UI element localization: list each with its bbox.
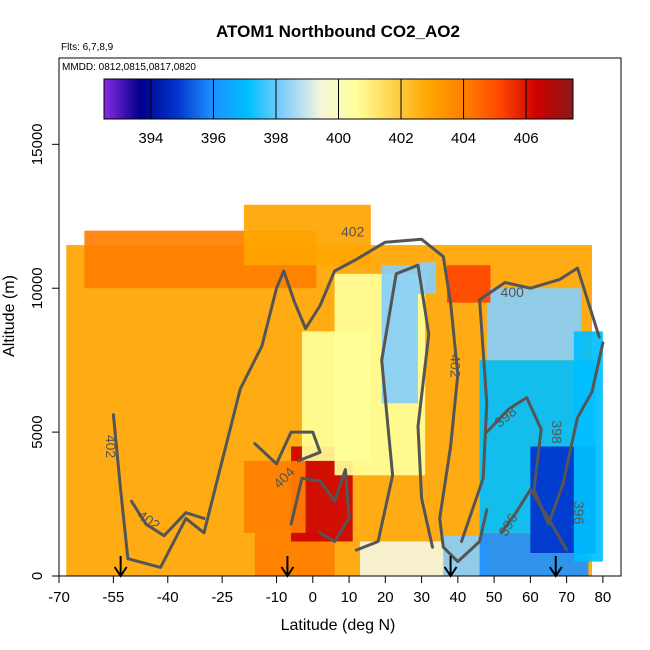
heatmap-layer xyxy=(66,204,603,577)
y-tick-label-2: 10000 xyxy=(29,267,46,309)
colorbar-tick-label-4: 402 xyxy=(389,130,414,147)
colorbar-ticks: 394 396 398 400 402 404 406 xyxy=(138,79,539,147)
contour-label-2: 402 xyxy=(341,223,365,239)
x-tick-label-5: 0 xyxy=(309,589,317,606)
colorbar: 394 396 398 400 402 404 406 xyxy=(103,78,574,147)
y-tick-label-0: 0 xyxy=(29,572,46,580)
contour-label-9: 396 xyxy=(571,501,587,525)
y-tick-label-3: 15000 xyxy=(29,123,46,165)
arrow-layer xyxy=(113,556,563,578)
contour-label-0: 402 xyxy=(103,435,119,459)
x-tick-label-2: -40 xyxy=(157,589,179,606)
x-tick-label-9: 40 xyxy=(449,589,466,606)
contour-line-402-7 xyxy=(253,430,322,466)
contour-line-404-6 xyxy=(289,468,351,543)
heatmap-cell-5 xyxy=(243,460,306,533)
colorbar-tick-label-2: 398 xyxy=(263,130,288,147)
contour-label-6: 398 xyxy=(549,420,565,444)
heatmap-cell-8 xyxy=(381,265,418,404)
heatmap-cell-9 xyxy=(359,541,444,576)
contour-label-3: 402 xyxy=(448,354,464,378)
y-axis-label: Altitude (m) xyxy=(1,275,18,357)
colorbar-tick-label-6: 406 xyxy=(514,130,539,147)
y-tick-label-1: 5000 xyxy=(29,415,46,448)
colorbar-tick-label-5: 404 xyxy=(451,130,476,147)
chart-title: ATOM1 Northbound CO2_AO2 xyxy=(216,22,460,41)
x-axis-label: Latitude (deg N) xyxy=(281,617,396,634)
contour-line-402-1 xyxy=(130,499,206,538)
x-tick-label-11: 60 xyxy=(522,589,539,606)
x-tick-label-1: -55 xyxy=(103,589,125,606)
x-tick-label-0: -70 xyxy=(48,589,70,606)
x-tick-label-4: -10 xyxy=(266,589,288,606)
contour-label-4: 400 xyxy=(501,284,525,300)
y-axis: 0 5000 10000 15000 xyxy=(29,123,59,580)
contour-line-396-5 xyxy=(499,488,569,552)
contour-line-400-3 xyxy=(460,266,601,543)
colorbar-tick-label-1: 396 xyxy=(201,130,226,147)
contour-line-400-2 xyxy=(354,263,434,552)
x-tick-label-8: 30 xyxy=(413,589,430,606)
contour-line-402-0 xyxy=(111,237,489,569)
contour-layer xyxy=(111,237,605,569)
x-tick-label-13: 80 xyxy=(595,589,612,606)
x-tick-label-10: 50 xyxy=(486,589,503,606)
colorbar-tick-label-0: 394 xyxy=(138,130,163,147)
x-tick-label-3: -25 xyxy=(211,589,233,606)
heatmap-cell-13 xyxy=(486,288,582,361)
colorbar-tick-label-3: 400 xyxy=(326,130,351,147)
heatmap-cell-2 xyxy=(243,204,371,266)
dates-note: MMDD: 0812,0815,0817,0820 xyxy=(62,62,196,73)
plot-frame xyxy=(58,57,622,577)
x-tick-label-6: 10 xyxy=(341,589,358,606)
x-tick-label-7: 20 xyxy=(377,589,394,606)
flights-note: Flts: 6,7,8,9 xyxy=(61,42,114,53)
x-axis: -70 -55 -40 -25 -10 0 10 20 30 40 50 60 70 80 xyxy=(48,576,611,606)
x-tick-label-12: 70 xyxy=(558,589,575,606)
